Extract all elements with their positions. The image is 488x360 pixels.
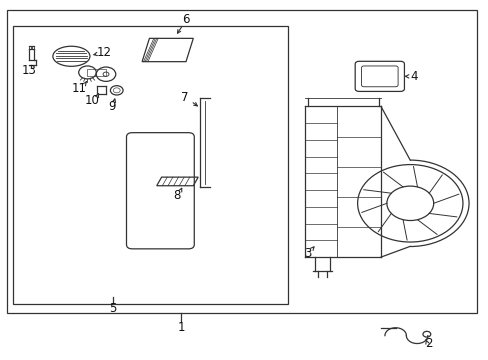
Text: 10: 10 bbox=[85, 94, 100, 107]
Bar bbox=[13, 26, 288, 304]
Text: 13: 13 bbox=[21, 64, 36, 77]
Text: 11: 11 bbox=[71, 82, 86, 95]
Bar bbox=[87, 69, 106, 76]
Text: 1: 1 bbox=[177, 320, 184, 333]
Text: 5: 5 bbox=[109, 302, 116, 315]
Text: 8: 8 bbox=[173, 189, 181, 202]
Text: 2: 2 bbox=[424, 337, 432, 350]
Text: 6: 6 bbox=[182, 13, 189, 26]
Text: 12: 12 bbox=[96, 46, 111, 59]
Text: 4: 4 bbox=[409, 70, 417, 83]
Text: 7: 7 bbox=[181, 91, 188, 104]
Text: 9: 9 bbox=[108, 100, 115, 113]
Bar bbox=[6, 10, 476, 313]
Text: 3: 3 bbox=[304, 247, 311, 260]
